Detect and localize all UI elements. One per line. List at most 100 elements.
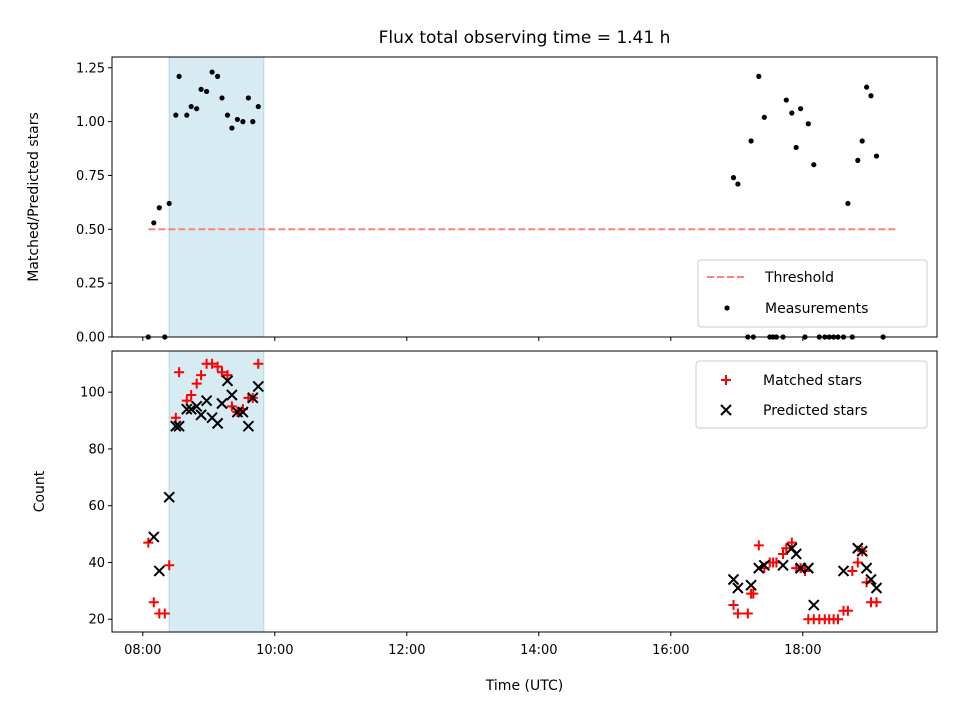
measurement-point (811, 162, 817, 168)
matched-star-point (861, 577, 872, 588)
measurement-point (194, 106, 200, 112)
predicted-star-point (247, 392, 259, 404)
matched-star-point (191, 378, 202, 389)
measurement-point (250, 119, 256, 125)
legend-measurements-label: Measurements (765, 301, 868, 317)
measurement-point (735, 181, 741, 187)
measurement-point (855, 157, 861, 163)
measurement-point (868, 93, 874, 99)
predicted-star-point (758, 559, 771, 572)
measurement-point (176, 73, 182, 79)
matched-star-point (778, 548, 788, 559)
predicted-star-point (732, 582, 744, 594)
measurement-point (761, 114, 767, 120)
measurement-point (805, 121, 811, 127)
predicted-star-point (252, 380, 265, 393)
measurement-point (198, 86, 204, 92)
bottom-legend: Matched stars Predicted stars (695, 360, 928, 429)
predicted-star-point (170, 420, 182, 432)
top-y-axis: 0.00 0.25 0.50 0.75 1.00 1.25 (76, 61, 112, 346)
top-panel: 0.00 0.25 0.50 0.75 1.00 1.25 Flux total obse… (26, 28, 938, 346)
top-ytick-label: 0.00 (76, 331, 105, 346)
predicted-star-point (242, 420, 255, 432)
bottom-x-axis: 08:00 10:00 12:00 14:00 16:00 18:00 (124, 632, 822, 658)
legend-predicted-swatch (720, 404, 732, 416)
predicted-star-point (808, 599, 820, 611)
x-tick-label: 12:00 (388, 643, 425, 658)
legend-predicted-marker (720, 404, 732, 416)
matched-star-point (222, 370, 233, 381)
bottom-ytick-label: 60 (88, 499, 105, 514)
predicted-star-point (727, 573, 740, 586)
measurement-point (156, 205, 162, 211)
measurement-point (215, 73, 221, 79)
measurement-point (789, 110, 795, 116)
top-y-axis-label: Matched/Predicted stars (26, 112, 42, 282)
measurement-point (783, 97, 789, 103)
bottom-ytick-label: 40 (88, 556, 105, 571)
matched-star-point (742, 608, 753, 619)
x-tick-label: 16:00 (652, 643, 689, 658)
top-highlight-span (168, 56, 265, 338)
matched-star-point (170, 412, 181, 423)
measurement-point (166, 200, 172, 207)
measurements-series (145, 69, 886, 340)
matched-star-point (164, 560, 175, 571)
predicted-star-point (190, 400, 203, 413)
measurement-point (793, 144, 799, 151)
bottom-panel: 20 40 60 80 100 08:00 10:00 12:00 14:00 16:00 18:… (32, 350, 938, 694)
top-ytick-label: 0.25 (76, 277, 105, 292)
top-ytick-label: 1.00 (76, 115, 105, 130)
predicted-star-point (181, 403, 193, 415)
top-legend-box (697, 259, 928, 328)
matched-star-point (253, 358, 264, 369)
measurement-point (255, 103, 261, 110)
matched-star-point (833, 614, 843, 625)
bottom-highlight-span (168, 350, 265, 633)
predicted-star-point (860, 562, 873, 574)
matched-star-point (174, 367, 185, 378)
measurement-point (188, 103, 194, 110)
measurement-point (245, 95, 251, 101)
predicted-star-point (837, 565, 850, 577)
top-ytick-label: 0.75 (76, 169, 105, 184)
measurement-point (219, 95, 225, 101)
matched-star-point (786, 537, 797, 548)
matched-star-point (753, 540, 764, 551)
legend-matched-label: Matched stars (763, 373, 862, 389)
bottom-y-axis-label: Count (32, 470, 48, 512)
matched-star-point (748, 588, 759, 599)
measurement-point (173, 112, 179, 118)
chart-title: Flux total observing time = 1.41 h (379, 28, 671, 48)
matched-star-point (196, 370, 207, 381)
matched-star-point (732, 608, 743, 619)
matched-stars-series (143, 358, 882, 625)
legend-matched-swatch (721, 375, 731, 385)
measurement-point (184, 112, 190, 118)
bottom-ytick-label: 80 (88, 442, 105, 457)
matched-star-point (871, 597, 882, 608)
predicted-star-point (148, 531, 160, 543)
measurement-point (748, 138, 754, 144)
legend-threshold-label: Threshold (764, 270, 834, 286)
predicted-star-point (856, 545, 868, 557)
matched-star-point (212, 361, 223, 372)
x-tick-label: 08:00 (124, 643, 161, 658)
predicted-star-point (211, 417, 224, 430)
predicted-star-point (163, 491, 175, 503)
predicted-star-point (745, 579, 757, 591)
predicted-star-point (195, 409, 207, 421)
legend-predicted-label: Predicted stars (763, 403, 868, 419)
measurement-point (151, 220, 157, 226)
top-legend: Threshold Measurements (697, 259, 928, 328)
x-tick-label: 18:00 (784, 643, 821, 658)
matched-star-point (143, 537, 154, 548)
legend-matched-marker (721, 375, 731, 385)
matched-star-point (842, 605, 853, 616)
predicted-star-point (200, 394, 213, 407)
predicted-star-point (870, 582, 883, 594)
bottom-axes-frame (111, 350, 938, 633)
matched-star-point (226, 401, 237, 412)
predicted-star-point (777, 559, 789, 572)
